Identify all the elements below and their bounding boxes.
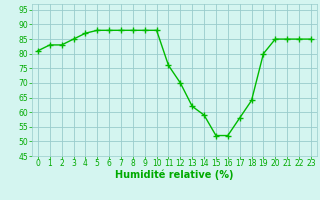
X-axis label: Humidité relative (%): Humidité relative (%) <box>115 170 234 180</box>
